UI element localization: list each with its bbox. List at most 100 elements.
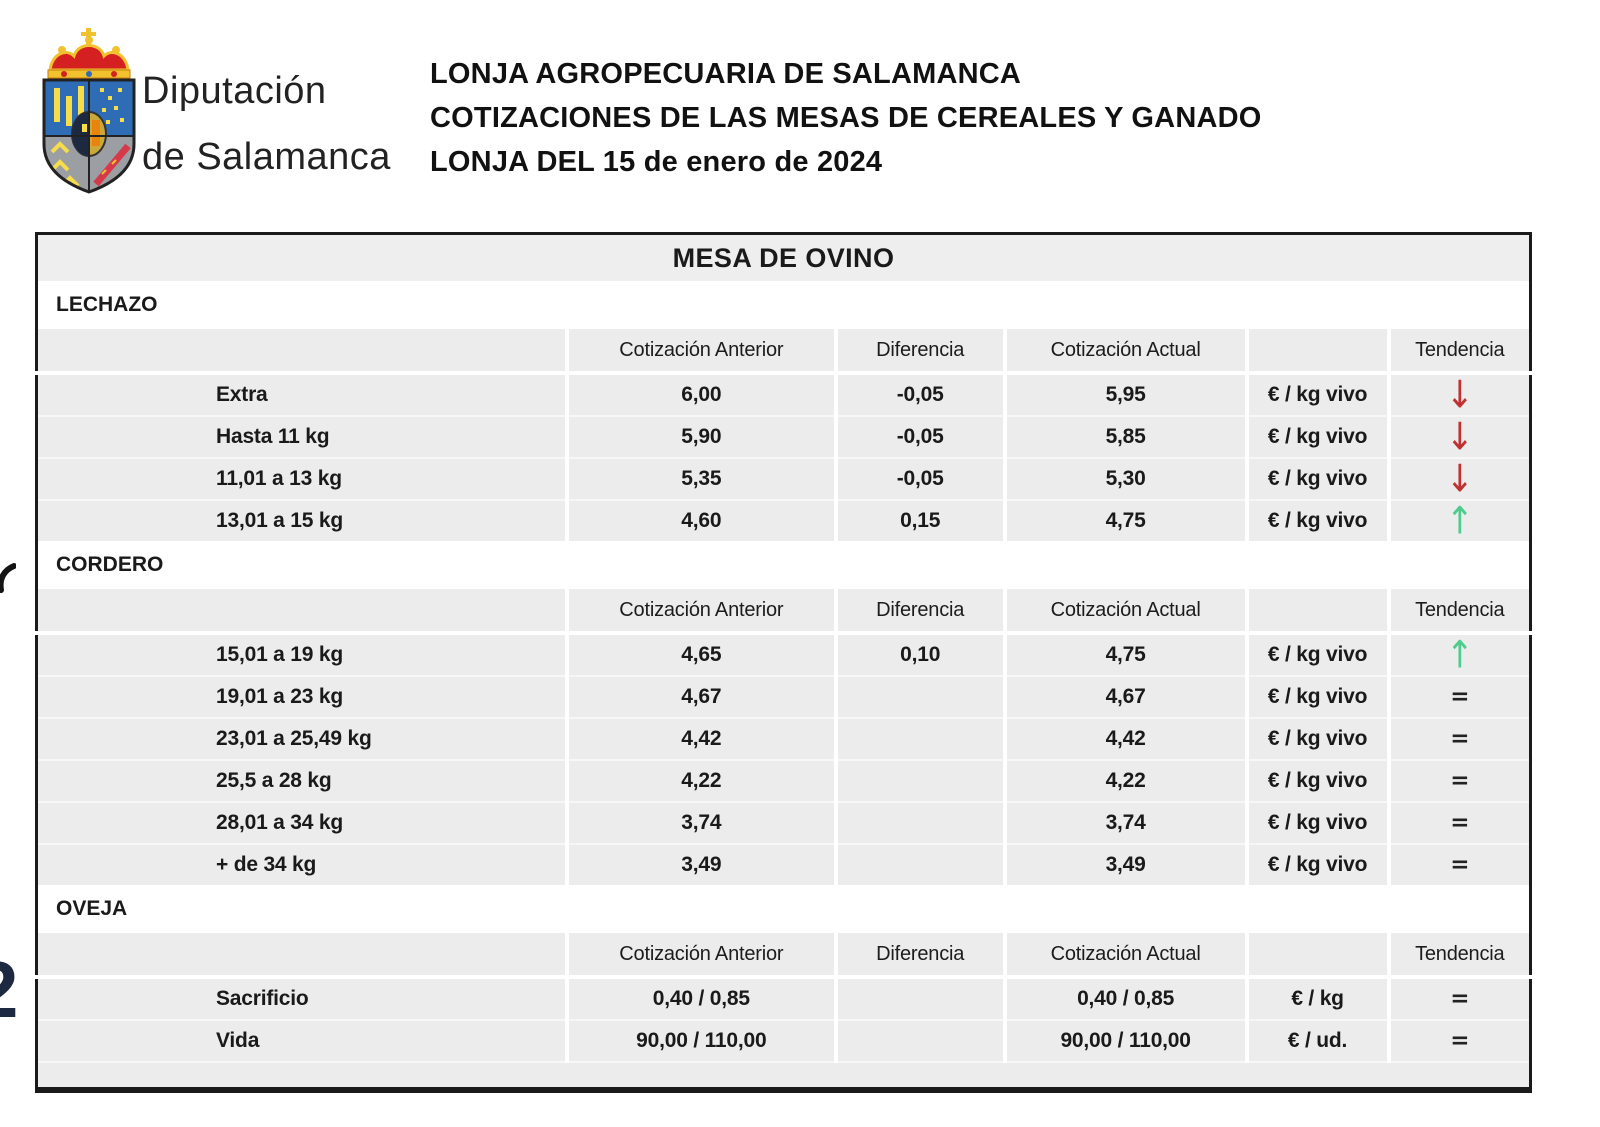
trend-equal-icon: = — [1450, 852, 1470, 878]
cotizacion-anterior-value: 4,67 — [564, 675, 836, 718]
data-row: Sacrificio 0,40 / 0,85 0,40 / 0,85 € / kg = — [36, 976, 1531, 1020]
cotizacion-anterior-value: 3,49 — [564, 843, 836, 885]
section-label: OVEJA — [36, 885, 1531, 933]
col-header-cotizacion-anterior: Cotización Anterior — [564, 589, 836, 635]
col-header-tendencia: Tendencia — [1386, 329, 1531, 375]
col-header-tendencia: Tendencia — [1386, 933, 1531, 979]
section-label: CORDERO — [36, 541, 1531, 589]
mesa-de-ovino-table: MESA DE OVINO LECHAZO Cotización Anterior… — [35, 232, 1532, 1093]
trend-equal-icon: = — [1450, 726, 1470, 752]
clipped-digit-mark: 2 — [0, 950, 19, 1030]
row-label: 15,01 a 19 kg — [36, 632, 567, 676]
diferencia-value: 0,15 — [833, 499, 1005, 541]
cotizacion-actual-value: 3,49 — [1002, 843, 1247, 885]
cotizacion-anterior-value: 90,00 / 110,00 — [564, 1019, 836, 1062]
unit-label: € / kg vivo — [1244, 717, 1389, 760]
data-row: 15,01 a 19 kg 4,65 0,10 4,75 € / kg vivo ↑ — [36, 632, 1531, 676]
cotizacion-actual-value: 5,85 — [1002, 415, 1247, 458]
cotizacion-actual-value: 90,00 / 110,00 — [1002, 1019, 1247, 1062]
column-header-row: Cotización Anterior Diferencia Cotización … — [36, 329, 1531, 375]
diferencia-value: -0,05 — [833, 415, 1005, 458]
title-line-3: LONJA DEL 15 de enero de 2024 — [430, 146, 883, 178]
column-header-row: Cotización Anterior Diferencia Cotización … — [36, 933, 1531, 979]
diferencia-value — [833, 843, 1005, 885]
cotizacion-actual-value: 3,74 — [1002, 801, 1247, 844]
table-title: MESA DE OVINO — [36, 233, 1531, 281]
data-row: + de 34 kg 3,49 3,49 € / kg vivo = — [36, 843, 1531, 885]
col-header-diferencia: Diferencia — [833, 589, 1005, 635]
diferencia-value: -0,05 — [833, 457, 1005, 500]
row-label: 25,5 a 28 kg — [36, 759, 567, 802]
col-header-cotizacion-anterior: Cotización Anterior — [564, 329, 836, 375]
diferencia-value — [833, 801, 1005, 844]
unit-label: € / kg vivo — [1244, 632, 1389, 676]
diferencia-value — [833, 675, 1005, 718]
section-row-lechazo: LECHAZO — [36, 281, 1531, 329]
trend-down-icon: ↓ — [1386, 415, 1531, 458]
cotizacion-anterior-value: 5,90 — [564, 415, 836, 458]
cotizacion-anterior-value: 4,60 — [564, 499, 836, 541]
row-label: 19,01 a 23 kg — [36, 675, 567, 718]
cotizacion-anterior-value: 0,40 / 0,85 — [564, 976, 836, 1020]
row-label: 13,01 a 15 kg — [36, 499, 567, 541]
col-header-cotizacion-actual: Cotización Actual — [1002, 933, 1247, 979]
trend-up-icon: ↑ — [1446, 500, 1474, 541]
data-row: 25,5 a 28 kg 4,22 4,22 € / kg vivo = — [36, 759, 1531, 802]
diferencia-value — [833, 1019, 1005, 1062]
data-row: Extra 6,00 -0,05 5,95 € / kg vivo ↓ — [36, 372, 1531, 416]
trend-equal-icon: = — [1386, 801, 1531, 844]
unit-label: € / kg — [1244, 976, 1389, 1020]
col-header-empty — [36, 933, 567, 979]
row-label: Vida — [36, 1019, 567, 1062]
trend-equal-icon: = — [1450, 986, 1470, 1012]
document-title: LONJA AGROPECUARIA DE SALAMANCA COTIZACI… — [430, 52, 1262, 184]
table-title-row: MESA DE OVINO — [36, 233, 1531, 281]
trend-equal-icon: = — [1386, 1019, 1531, 1062]
table-bottom-filler — [36, 1061, 1531, 1090]
data-row: 13,01 a 15 kg 4,60 0,15 4,75 € / kg vivo ↑ — [36, 499, 1531, 541]
row-label: 23,01 a 25,49 kg — [36, 717, 567, 760]
trend-equal-icon: = — [1386, 976, 1531, 1020]
data-row: 28,01 a 34 kg 3,74 3,74 € / kg vivo = — [36, 801, 1531, 844]
col-header-empty — [1244, 329, 1389, 375]
col-header-cotizacion-actual: Cotización Actual — [1002, 329, 1247, 375]
unit-label: € / kg vivo — [1244, 843, 1389, 885]
data-row: 19,01 a 23 kg 4,67 4,67 € / kg vivo = — [36, 675, 1531, 718]
title-line-2: COTIZACIONES DE LAS MESAS DE CEREALES Y … — [430, 102, 1262, 134]
row-label: Sacrificio — [36, 976, 567, 1020]
unit-label: € / kg vivo — [1244, 675, 1389, 718]
trend-down-icon: ↓ — [1446, 373, 1474, 416]
section-row-oveja: OVEJA — [36, 885, 1531, 933]
trend-equal-icon: = — [1386, 717, 1531, 760]
column-header-row: Cotización Anterior Diferencia Cotización … — [36, 589, 1531, 635]
unit-label: € / kg vivo — [1244, 499, 1389, 541]
diferencia-value: -0,05 — [833, 372, 1005, 416]
cotizacion-actual-value: 4,42 — [1002, 717, 1247, 760]
filler-cell — [36, 1061, 1531, 1090]
trend-down-icon: ↓ — [1446, 416, 1474, 458]
row-label: + de 34 kg — [36, 843, 567, 885]
clipped-stroke-mark — [0, 563, 16, 593]
diferencia-value: 0,10 — [833, 632, 1005, 676]
cotizacion-actual-value: 0,40 / 0,85 — [1002, 976, 1247, 1020]
data-row: 11,01 a 13 kg 5,35 -0,05 5,30 € / kg vivo ↓ — [36, 457, 1531, 500]
cotizacion-actual-value: 5,95 — [1002, 372, 1247, 416]
trend-equal-icon: = — [1450, 810, 1470, 836]
col-header-empty — [1244, 933, 1389, 979]
trend-equal-icon: = — [1450, 768, 1470, 794]
unit-label: € / kg vivo — [1244, 457, 1389, 500]
row-label: 28,01 a 34 kg — [36, 801, 567, 844]
data-row: 23,01 a 25,49 kg 4,42 4,42 € / kg vivo = — [36, 717, 1531, 760]
col-header-tendencia: Tendencia — [1386, 589, 1531, 635]
col-header-cotizacion-actual: Cotización Actual — [1002, 589, 1247, 635]
trend-equal-icon: = — [1450, 1028, 1470, 1054]
cotizacion-anterior-value: 4,65 — [564, 632, 836, 676]
cotizacion-anterior-value: 3,74 — [564, 801, 836, 844]
col-header-diferencia: Diferencia — [833, 329, 1005, 375]
diferencia-value — [833, 717, 1005, 760]
trend-up-icon: ↑ — [1446, 633, 1474, 676]
diferencia-value — [833, 976, 1005, 1020]
col-header-empty — [1244, 589, 1389, 635]
section-row-cordero: CORDERO — [36, 541, 1531, 589]
